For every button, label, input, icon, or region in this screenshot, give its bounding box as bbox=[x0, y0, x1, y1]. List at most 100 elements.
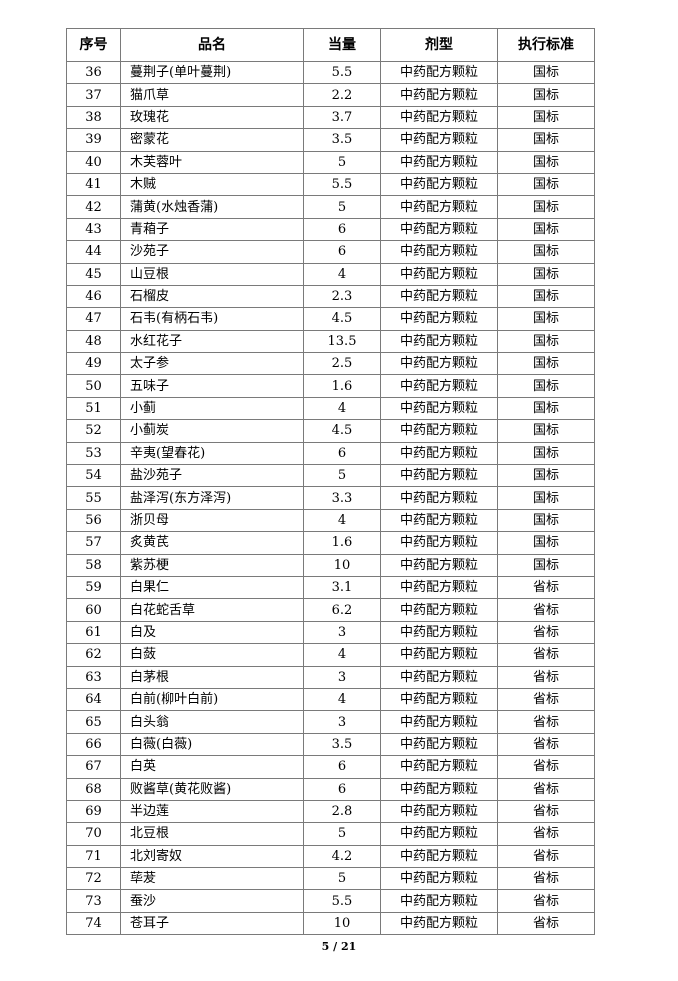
header-row: 序号 品名 当量 剂型 执行标准 bbox=[66, 28, 595, 62]
table-row: 51 小蓟 4 中药配方颗粒 国标 bbox=[66, 396, 595, 421]
standard-cell: 省标 bbox=[497, 755, 595, 779]
standard-cell: 国标 bbox=[497, 83, 595, 107]
index-cell: 45 bbox=[66, 262, 121, 286]
index-cell: 61 bbox=[66, 620, 121, 645]
dosage-form-cell: 中药配方颗粒 bbox=[380, 262, 498, 286]
table-row: 63 白茅根 3 中药配方颗粒 省标 bbox=[66, 665, 595, 689]
name-cell: 蔓荆子(单叶蔓荆) bbox=[120, 60, 304, 85]
index-cell: 69 bbox=[66, 799, 121, 824]
index-cell: 38 bbox=[66, 105, 121, 130]
dosage-form-cell: 中药配方颗粒 bbox=[380, 217, 498, 242]
name-cell: 木芙蓉叶 bbox=[120, 150, 304, 174]
dosage-form-cell: 中药配方颗粒 bbox=[380, 732, 498, 757]
dosage-form-cell: 中药配方颗粒 bbox=[380, 83, 498, 107]
table-row: 53 辛夷(望春花) 6 中药配方颗粒 国标 bbox=[66, 441, 595, 466]
dosage-form-cell: 中药配方颗粒 bbox=[380, 240, 498, 264]
equivalent-cell: 5.5 bbox=[303, 889, 381, 913]
index-cell: 52 bbox=[66, 419, 121, 443]
table-row: 70 北豆根 5 中药配方颗粒 省标 bbox=[66, 822, 595, 846]
name-cell: 盐沙苑子 bbox=[120, 464, 304, 488]
index-cell: 49 bbox=[66, 352, 121, 376]
index-cell: 44 bbox=[66, 240, 121, 264]
equivalent-cell: 4 bbox=[303, 396, 381, 421]
name-cell: 白蔹 bbox=[120, 643, 304, 667]
name-cell: 白英 bbox=[120, 755, 304, 779]
dosage-form-cell: 中药配方颗粒 bbox=[380, 60, 498, 85]
equivalent-cell: 1.6 bbox=[303, 374, 381, 398]
name-cell: 蒲黄(水烛香蒲) bbox=[120, 195, 304, 219]
index-cell: 74 bbox=[66, 911, 121, 936]
equivalent-cell: 4.5 bbox=[303, 419, 381, 443]
equivalent-cell: 6 bbox=[303, 777, 381, 801]
dosage-form-cell: 中药配方颗粒 bbox=[380, 643, 498, 667]
herb-table: 序号 品名 当量 剂型 执行标准 36 蔓荆子(单叶蔓荆) 5.5 中药配方颗粒 国标 3… bbox=[66, 28, 595, 936]
index-cell: 46 bbox=[66, 284, 121, 309]
dosage-form-cell: 中药配方颗粒 bbox=[380, 128, 498, 152]
equivalent-cell: 3.3 bbox=[303, 486, 381, 510]
equivalent-cell: 3.1 bbox=[303, 575, 381, 600]
index-cell: 71 bbox=[66, 844, 121, 869]
standard-cell: 国标 bbox=[497, 464, 595, 488]
standard-cell: 省标 bbox=[497, 867, 595, 891]
dosage-form-cell: 中药配方颗粒 bbox=[380, 911, 498, 936]
index-cell: 37 bbox=[66, 83, 121, 107]
standard-cell: 国标 bbox=[497, 374, 595, 398]
equivalent-cell: 3 bbox=[303, 710, 381, 734]
dosage-form-cell: 中药配方颗粒 bbox=[380, 172, 498, 197]
equivalent-cell: 4 bbox=[303, 262, 381, 286]
name-cell: 蚕沙 bbox=[120, 889, 304, 913]
table-row: 43 青葙子 6 中药配方颗粒 国标 bbox=[66, 217, 595, 242]
standard-cell: 国标 bbox=[497, 419, 595, 443]
index-cell: 72 bbox=[66, 867, 121, 891]
index-cell: 73 bbox=[66, 889, 121, 913]
name-cell: 沙苑子 bbox=[120, 240, 304, 264]
table-row: 71 北刘寄奴 4.2 中药配方颗粒 省标 bbox=[66, 844, 595, 869]
index-cell: 39 bbox=[66, 128, 121, 152]
standard-cell: 省标 bbox=[497, 710, 595, 734]
standard-cell: 省标 bbox=[497, 777, 595, 801]
table-row: 48 水红花子 13.5 中药配方颗粒 国标 bbox=[66, 329, 595, 354]
table-row: 39 密蒙花 3.5 中药配方颗粒 国标 bbox=[66, 128, 595, 152]
table-row: 59 白果仁 3.1 中药配方颗粒 省标 bbox=[66, 575, 595, 600]
equivalent-cell: 2.5 bbox=[303, 352, 381, 376]
dosage-form-cell: 中药配方颗粒 bbox=[380, 352, 498, 376]
standard-cell: 省标 bbox=[497, 687, 595, 712]
dosage-form-cell: 中药配方颗粒 bbox=[380, 531, 498, 555]
name-cell: 白头翁 bbox=[120, 710, 304, 734]
header-standard: 执行标准 bbox=[497, 28, 595, 62]
dosage-form-cell: 中药配方颗粒 bbox=[380, 307, 498, 331]
standard-cell: 国标 bbox=[497, 531, 595, 555]
standard-cell: 省标 bbox=[497, 732, 595, 757]
index-cell: 70 bbox=[66, 822, 121, 846]
index-cell: 43 bbox=[66, 217, 121, 242]
name-cell: 密蒙花 bbox=[120, 128, 304, 152]
dosage-form-cell: 中药配方颗粒 bbox=[380, 105, 498, 130]
index-cell: 42 bbox=[66, 195, 121, 219]
header-name: 品名 bbox=[120, 28, 304, 62]
table-row: 57 炙黄芪 1.6 中药配方颗粒 国标 bbox=[66, 531, 595, 555]
table-row: 74 苍耳子 10 中药配方颗粒 省标 bbox=[66, 911, 595, 936]
equivalent-cell: 3.5 bbox=[303, 128, 381, 152]
index-cell: 55 bbox=[66, 486, 121, 510]
equivalent-cell: 6 bbox=[303, 441, 381, 466]
table-row: 49 太子参 2.5 中药配方颗粒 国标 bbox=[66, 352, 595, 376]
table-row: 37 猫爪草 2.2 中药配方颗粒 国标 bbox=[66, 83, 595, 107]
equivalent-cell: 10 bbox=[303, 553, 381, 577]
index-cell: 62 bbox=[66, 643, 121, 667]
table-row: 42 蒲黄(水烛香蒲) 5 中药配方颗粒 国标 bbox=[66, 195, 595, 219]
dosage-form-cell: 中药配方颗粒 bbox=[380, 195, 498, 219]
table-row: 62 白蔹 4 中药配方颗粒 省标 bbox=[66, 643, 595, 667]
dosage-form-cell: 中药配方颗粒 bbox=[380, 799, 498, 824]
name-cell: 小蓟 bbox=[120, 396, 304, 421]
dosage-form-cell: 中药配方颗粒 bbox=[380, 777, 498, 801]
table-row: 64 白前(柳叶白前) 4 中药配方颗粒 省标 bbox=[66, 687, 595, 712]
table-row: 65 白头翁 3 中药配方颗粒 省标 bbox=[66, 710, 595, 734]
header-dosage-form: 剂型 bbox=[380, 28, 498, 62]
name-cell: 青葙子 bbox=[120, 217, 304, 242]
name-cell: 玫瑰花 bbox=[120, 105, 304, 130]
standard-cell: 国标 bbox=[497, 396, 595, 421]
standard-cell: 省标 bbox=[497, 575, 595, 600]
dosage-form-cell: 中药配方颗粒 bbox=[380, 374, 498, 398]
index-cell: 57 bbox=[66, 531, 121, 555]
dosage-form-cell: 中药配方颗粒 bbox=[380, 284, 498, 309]
